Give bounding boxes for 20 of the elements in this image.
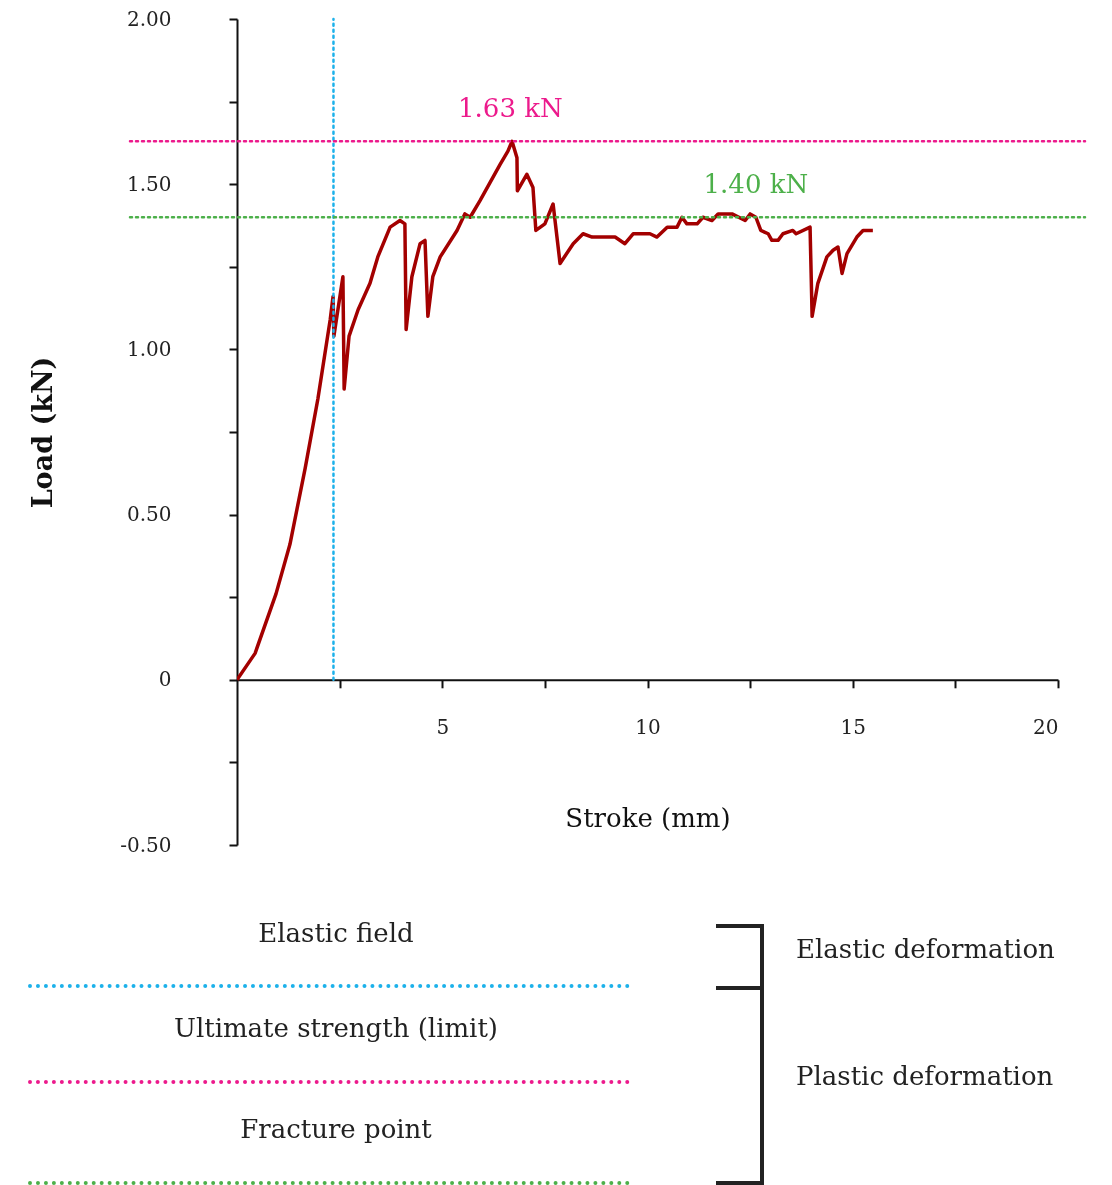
y-tick-label: 1.50 — [126, 171, 172, 196]
x-tick-label: 15 — [840, 715, 866, 740]
x-tick-label: 10 — [635, 715, 661, 740]
line-series — [237, 139, 875, 682]
y-tick-label: -0.50 — [120, 832, 172, 857]
y-tick-label: 1.00 — [126, 336, 172, 361]
ref-line-label: 1.40 kN — [703, 169, 809, 200]
text: Plastic deformation — [796, 1061, 1054, 1091]
x-tick-label: 5 — [436, 715, 450, 740]
ref-line-label: 1.63 kN — [458, 93, 563, 124]
y-tick-label: 2.00 — [126, 6, 172, 31]
text: Ultimate strength (limit) — [172, 1013, 499, 1043]
y-tick-label: 0.50 — [126, 502, 172, 527]
x-tick-label: 20 — [1033, 715, 1059, 740]
y-axis-title: Load (kN) — [27, 356, 59, 509]
text: Elastic field — [257, 918, 415, 948]
x-axis-title: Stroke (mm) — [565, 803, 731, 834]
text: Elastic deformation — [796, 934, 1055, 964]
text: Fracture point — [239, 1114, 433, 1144]
y-tick-label: 0 — [158, 667, 172, 692]
